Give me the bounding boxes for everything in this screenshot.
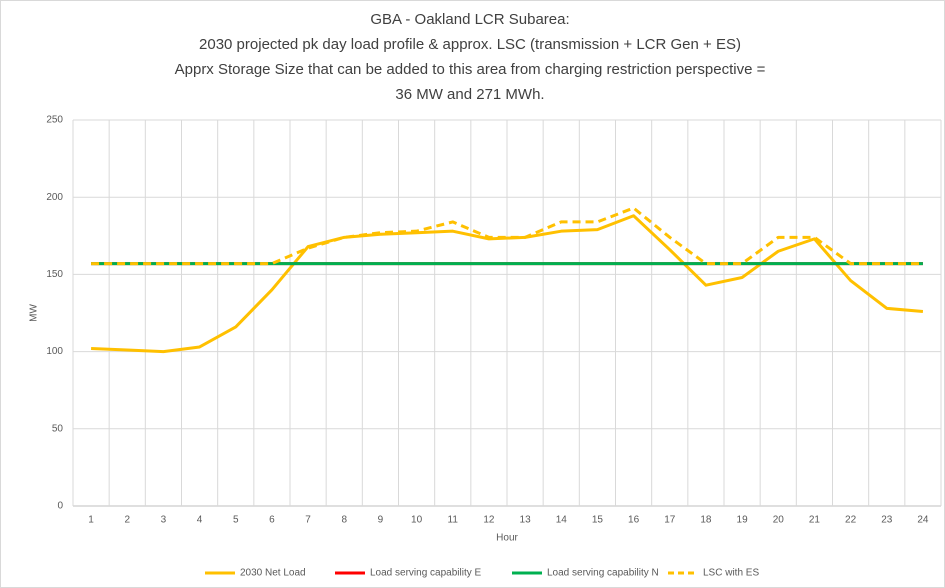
x-tick-label: 17 <box>664 515 676 526</box>
series-line <box>91 206 923 266</box>
x-tick-label: 20 <box>773 515 785 526</box>
y-axis-label: MW <box>29 304 40 322</box>
x-tick-label: 5 <box>233 515 239 526</box>
x-axis-label: Hour <box>496 533 518 544</box>
x-tick-label: 16 <box>628 515 640 526</box>
x-tick-label: 13 <box>520 515 532 526</box>
chart-title: 2030 projected pk day load profile & app… <box>199 36 741 53</box>
chart-title: GBA - Oakland LCR Subarea: <box>370 11 569 28</box>
y-tick-label: 200 <box>46 192 63 203</box>
x-tick-label: 23 <box>881 515 893 526</box>
x-tick-label: 7 <box>305 515 311 526</box>
x-tick-label: 12 <box>483 515 495 526</box>
y-tick-label: 50 <box>52 423 64 434</box>
legend-label: Load serving capability E <box>370 568 482 579</box>
x-tick-label: 8 <box>341 515 347 526</box>
y-tick-label: 100 <box>46 346 63 357</box>
x-tick-label: 24 <box>917 515 929 526</box>
y-tick-label: 250 <box>46 115 63 126</box>
chart-title: 36 MW and 271 MWh. <box>395 86 544 103</box>
x-tick-label: 19 <box>737 515 749 526</box>
x-tick-label: 22 <box>845 515 857 526</box>
x-tick-label: 18 <box>700 515 712 526</box>
chart-title: Apprx Storage Size that can be added to … <box>175 61 766 78</box>
x-tick-label: 11 <box>448 515 459 526</box>
x-tick-label: 9 <box>378 515 384 526</box>
legend-label: LSC with ES <box>703 568 759 579</box>
x-tick-label: 6 <box>269 515 275 526</box>
legend-label: Load serving capability N <box>547 568 659 579</box>
x-tick-label: 2 <box>124 515 130 526</box>
legend-label: 2030 Net Load <box>240 568 306 579</box>
x-tick-label: 10 <box>411 515 423 526</box>
series-line <box>91 214 924 354</box>
x-tick-label: 3 <box>161 515 167 526</box>
x-tick-label: 1 <box>88 515 94 526</box>
y-tick-label: 150 <box>46 269 63 280</box>
x-tick-label: 15 <box>592 515 604 526</box>
x-tick-label: 21 <box>809 515 821 526</box>
y-tick-label: 0 <box>57 501 63 512</box>
x-tick-label: 4 <box>197 515 203 526</box>
x-tick-label: 14 <box>556 515 568 526</box>
